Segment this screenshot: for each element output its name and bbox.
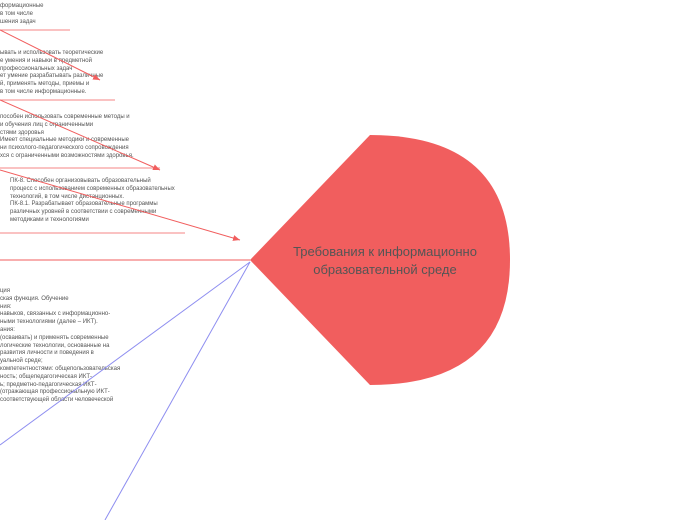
central-node: Требования к информационно образовательн… [290, 243, 480, 278]
central-title-line2: образовательной среде [290, 261, 480, 279]
central-title-line1: Требования к информационно [290, 243, 480, 261]
